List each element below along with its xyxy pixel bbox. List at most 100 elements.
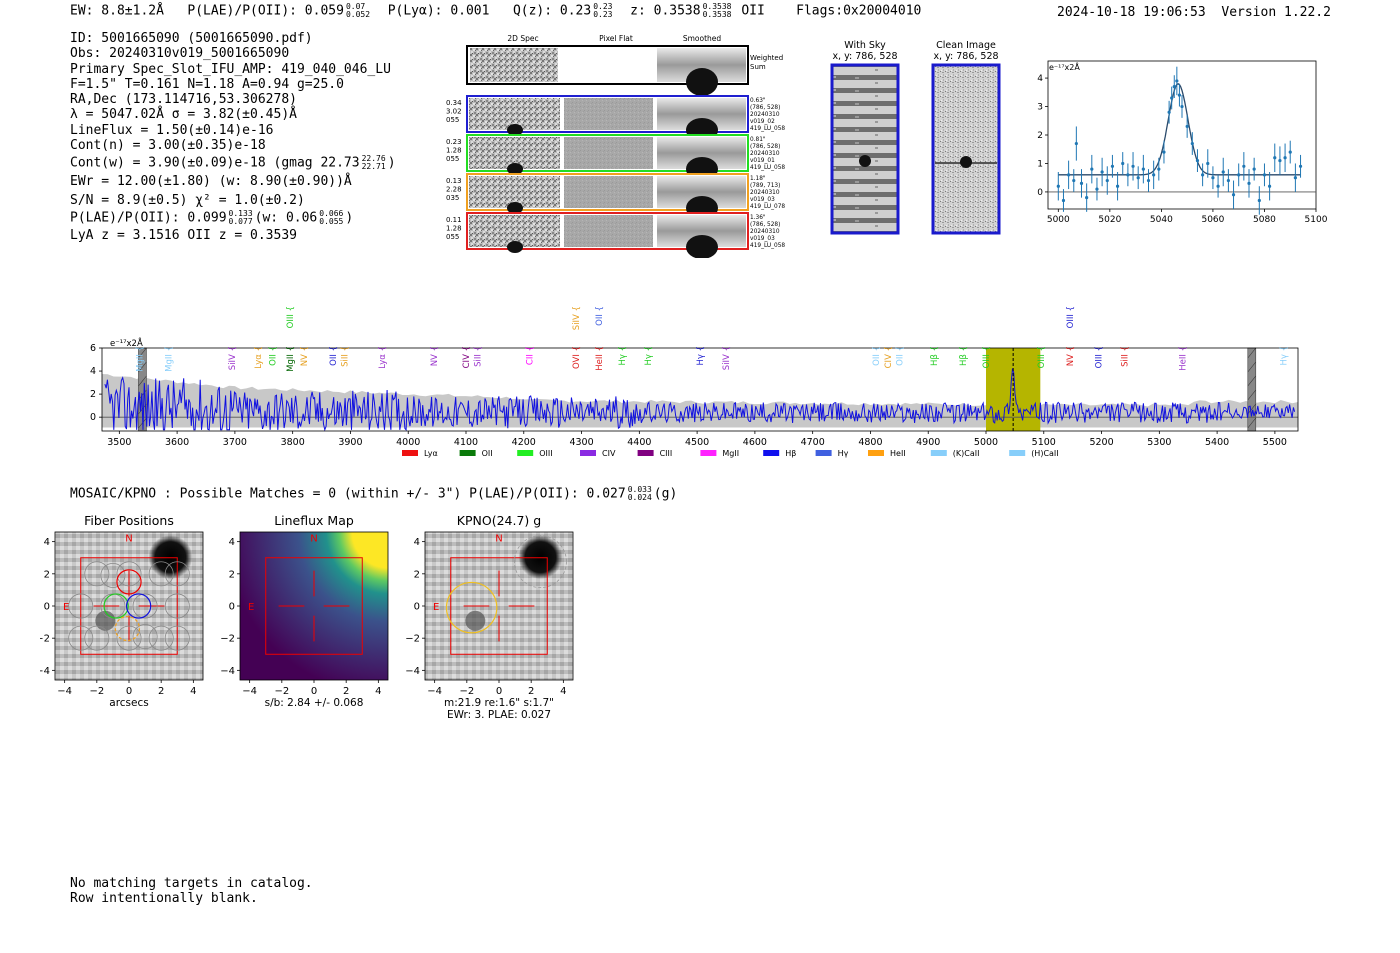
zoom-point	[1072, 178, 1076, 183]
legend-entry: (H)CaII	[1009, 449, 1059, 458]
legend-swatch	[700, 450, 717, 456]
cutout-left-label: 055	[446, 116, 459, 124]
zoom-data-point	[1110, 154, 1115, 178]
mosaic-text: MOSAIC/KPNO : Possible Matches = 0 (with…	[70, 486, 626, 502]
target-blob	[465, 610, 486, 631]
zoom-data-point	[1298, 154, 1303, 178]
zoom-data-point	[1079, 169, 1084, 198]
x-tick-label: −2	[459, 686, 474, 697]
spectrum-mask-hatch	[1247, 403, 1257, 415]
zoom-point	[1180, 104, 1184, 109]
x-tick-label: −2	[89, 686, 104, 697]
spectrum-y-tick-label: 0	[90, 412, 96, 423]
zoom-data-point	[1262, 163, 1267, 187]
fiber-circle	[68, 593, 94, 619]
timestamp: 2024-10-18 19:06:53	[1057, 5, 1206, 20]
spectrum-line-marker: Hγ {	[696, 346, 706, 366]
legend-entry: OIII	[517, 449, 553, 458]
bottom-panels: Fiber Positions N E −4 −4 −2 −2 0 0 2 2 4 4 arcsecs Li…	[40, 513, 574, 721]
zoom-point	[1288, 150, 1292, 154]
legend-label: CIII	[660, 449, 673, 458]
spectrum-y-tick-label: 6	[90, 343, 96, 354]
zoom-point	[1257, 198, 1261, 203]
cutout-right-label: 20240310	[750, 229, 780, 235]
zoom-point	[1231, 193, 1236, 197]
y-tick-label: −2	[40, 634, 50, 645]
zoom-data-point	[1216, 174, 1220, 198]
spectrum-line-marker: CIV {	[884, 346, 894, 368]
zoom-point	[1090, 167, 1094, 171]
spectrum-line-marker: OIII {	[982, 346, 992, 368]
cutout-right-label: 419_LU_058	[750, 243, 785, 249]
spectrum-line-marker: OII {	[895, 346, 905, 366]
zoom-point	[1079, 181, 1084, 185]
spectrum-mask-hatch	[1247, 375, 1257, 387]
header-bar: EW: 8.8±1.2Å P(LAE)/P(OII): 0.059 0.07 0.0…	[70, 3, 921, 19]
zoom-point	[1095, 187, 1099, 191]
zoom-point	[1152, 173, 1156, 177]
cutout-left-label: 055	[446, 155, 459, 163]
zoom-data-point	[1201, 163, 1205, 187]
sky-panels: With Sky x, y: 786, 528 Clean Image x, y…	[830, 40, 1001, 235]
zoom-data-point	[1278, 146, 1282, 175]
cutout-right-label: 20240310	[750, 190, 780, 196]
zoom-point	[1074, 141, 1078, 146]
legend-swatch	[637, 450, 654, 456]
spectrum-x-tick-label: 4400	[627, 437, 651, 448]
legend-label: (K)CaII	[953, 449, 980, 458]
zoom-point	[1105, 178, 1109, 183]
qz-hi: 0.23	[593, 2, 613, 11]
zoom-y-tick-label: 0	[1037, 188, 1043, 198]
zoom-data-point	[1136, 166, 1140, 190]
zoom-point	[1172, 85, 1176, 89]
north-label: N	[310, 534, 317, 545]
zoom-data-point	[1115, 172, 1120, 201]
zoom-data-point	[1090, 154, 1094, 184]
zoom-point	[1273, 156, 1277, 160]
zoom-point	[1167, 110, 1171, 114]
legend-swatch	[868, 450, 884, 456]
spectrum-line-marker: CII {	[526, 346, 536, 365]
spectrum-x-tick-label: 5200	[1089, 437, 1113, 448]
spectrum-x-tick-label: 5100	[1032, 437, 1056, 448]
spectrum-line-marker: NV {	[430, 346, 440, 366]
legend-entry: (K)CaII	[930, 449, 980, 458]
spectrum-unit-label: e⁻¹⁷x2Å	[110, 337, 143, 349]
fiber-circle	[84, 561, 110, 587]
bottom-panel-title: Fiber Positions	[84, 513, 174, 528]
spectrum-mask-rect	[1247, 347, 1257, 432]
zoom-x-tick-label: 5080	[1253, 215, 1276, 225]
cutout-smoothed-blob	[686, 235, 718, 258]
spectrum-line-marker: NV {	[300, 346, 310, 366]
zoom-data-point	[1072, 169, 1076, 192]
legend-label: (H)CaII	[1031, 449, 1058, 458]
spectrum-line-marker: OIII {	[1037, 346, 1047, 368]
zoom-data-point	[1211, 166, 1215, 190]
footer-note: No matching targets in catalog. Row inte…	[70, 876, 313, 906]
spectrum-line-marker: SiII {	[474, 346, 484, 367]
zoom-frame	[1047, 60, 1317, 210]
info-lya-z: LyA z = 3.1516 OII z = 0.3539	[70, 227, 297, 243]
legend-entry: CIV	[580, 449, 616, 458]
fiber-circle	[100, 562, 126, 588]
bottom-panel-title: KPNO(24.7) g	[457, 513, 541, 528]
spectrum-line-marker: OIII {	[1095, 346, 1105, 368]
fiber-circle-blue	[125, 593, 152, 619]
with-sky-title: With Sky	[844, 40, 886, 51]
plae2-w: (w: 0.06	[254, 210, 318, 226]
zoom-point	[1216, 184, 1220, 188]
info-contn: Cont(n) = 3.00(±0.35)e-18	[70, 138, 266, 154]
zoom-point	[1252, 167, 1256, 171]
zoom-data-point	[1177, 83, 1182, 107]
clean-image-coords: x, y: 786, 528	[933, 51, 998, 62]
footer-line-2: Row intentionally blank.	[70, 891, 258, 906]
zoom-data-point	[1141, 154, 1145, 184]
zoom-y-tick-label: 2	[1037, 131, 1043, 141]
info-lambda: λ = 5047.02Å σ = 3.82(±0.45)Å	[70, 107, 297, 123]
cutout-right-label: v019_01	[750, 158, 775, 164]
zoom-data-point	[1247, 169, 1251, 198]
spectrum-x-tick-label: 4900	[916, 437, 940, 448]
cutout-right-label: 20240310	[750, 151, 780, 157]
aperture-box	[450, 557, 548, 655]
zoom-data-point	[1206, 149, 1210, 178]
